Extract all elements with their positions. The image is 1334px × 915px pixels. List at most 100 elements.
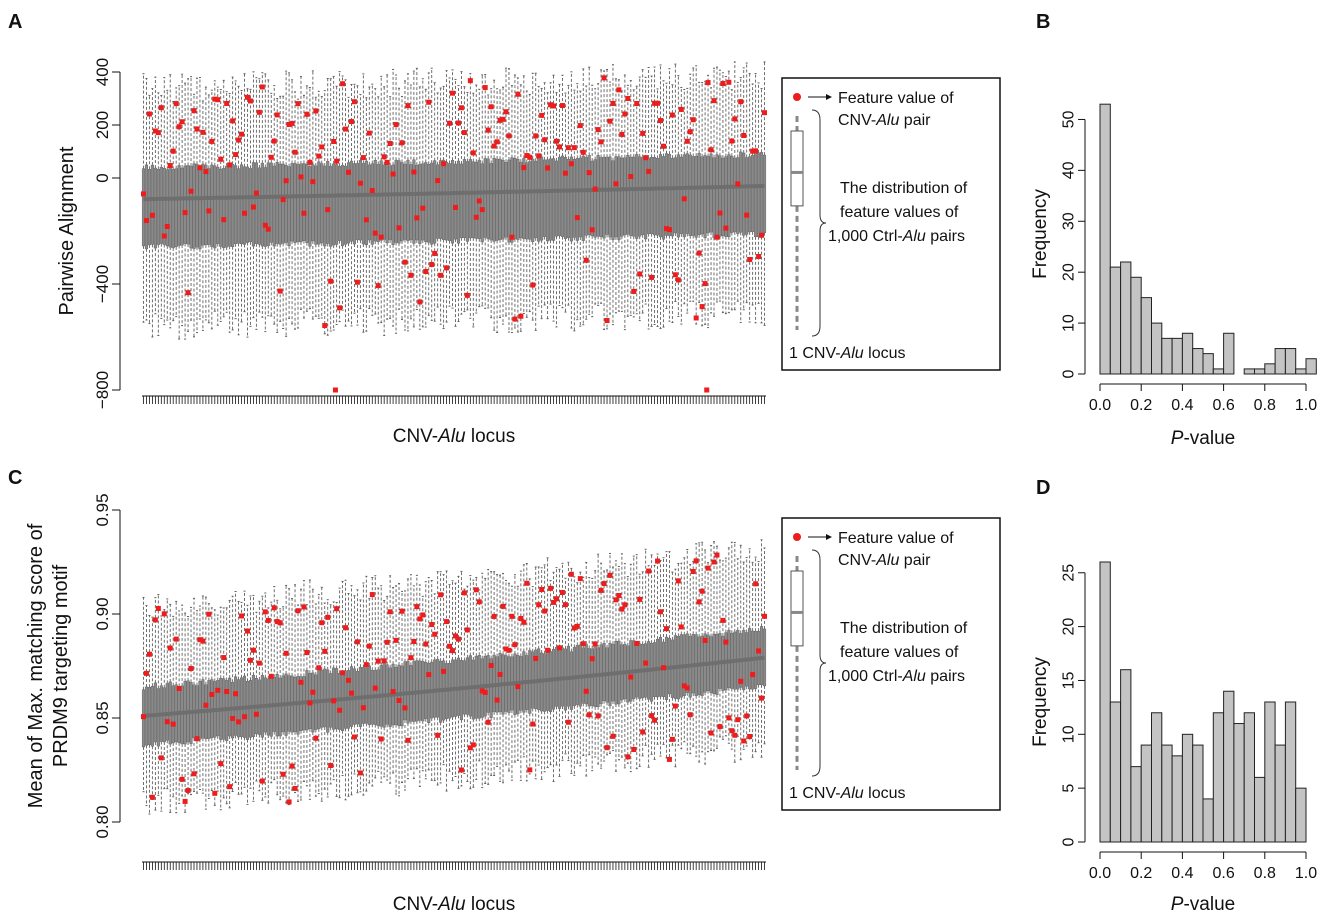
feature-point <box>735 181 741 187</box>
feature-point <box>224 100 230 106</box>
feature-point <box>313 735 319 741</box>
panel-label-d: D <box>1036 477 1050 499</box>
box <box>650 642 654 702</box>
feature-point <box>681 196 687 202</box>
box <box>537 157 541 242</box>
feature-point <box>277 620 283 626</box>
feature-point <box>271 605 277 611</box>
feature-point <box>325 207 331 213</box>
legend-a: Feature value of CNV-Alu pair The distribu… <box>781 77 1001 371</box>
box <box>682 154 686 238</box>
feature-point <box>452 204 458 210</box>
legend-dist-label: 1,000 Ctrl-Alu pairs <box>828 668 965 685</box>
box <box>201 163 205 246</box>
feature-point <box>693 315 699 321</box>
box <box>688 154 692 237</box>
feature-point <box>476 198 482 204</box>
box <box>465 161 469 242</box>
y-axis-label: Pairwise Alignment <box>56 146 78 315</box>
box <box>673 157 677 234</box>
box <box>165 683 169 741</box>
feature-point <box>194 126 200 132</box>
feature-point <box>316 153 322 159</box>
box <box>240 164 244 245</box>
feature-point <box>708 730 714 736</box>
feature-point <box>455 636 461 642</box>
feature-point <box>660 143 666 149</box>
feature-point <box>426 672 432 678</box>
feature-point <box>598 139 604 145</box>
feature-point <box>343 625 349 631</box>
feature-point <box>634 101 640 107</box>
box <box>468 159 472 239</box>
feature-point <box>556 645 562 651</box>
box <box>679 156 683 235</box>
hist-bar <box>1161 744 1173 843</box>
box <box>486 158 490 240</box>
box <box>584 643 588 705</box>
feature-point <box>565 145 571 151</box>
feature-point <box>500 116 506 122</box>
box <box>317 669 321 730</box>
box <box>534 160 538 239</box>
hist-bar <box>1140 744 1152 843</box>
box <box>563 157 567 239</box>
feature-point <box>310 179 316 185</box>
box <box>201 679 205 739</box>
feature-point <box>548 102 554 108</box>
box <box>656 158 660 236</box>
feature-point <box>295 101 301 107</box>
feature-point <box>687 129 693 135</box>
box <box>462 159 466 238</box>
feature-point <box>301 210 307 216</box>
feature-point <box>533 133 539 139</box>
feature-point <box>274 619 280 625</box>
legend-point-label-2: CNV-Alu pair <box>838 112 931 129</box>
y-tick-label: −800 <box>93 371 112 409</box>
feature-point <box>619 606 625 612</box>
feature-point <box>607 118 613 124</box>
box <box>742 152 746 236</box>
box <box>156 169 160 245</box>
legend-dist-label: The distribution of <box>840 620 968 637</box>
feature-point <box>524 153 530 159</box>
box <box>320 163 324 244</box>
box <box>498 652 502 712</box>
x-tick-label: 0.2 <box>1130 397 1152 414</box>
feature-point <box>711 98 717 104</box>
feature-point <box>699 588 705 594</box>
feature-point <box>236 137 242 143</box>
feature-point <box>756 253 762 259</box>
feature-point <box>640 130 646 136</box>
box <box>667 153 671 236</box>
box <box>549 158 553 241</box>
y-axis-label: PRDM9 targeting motif <box>50 564 72 767</box>
feature-point <box>143 218 149 224</box>
box <box>231 164 235 248</box>
box <box>569 651 573 710</box>
feature-point <box>548 585 554 591</box>
hist-bar <box>1295 368 1307 375</box>
hist-bar <box>1284 348 1297 375</box>
y-tick-label: 5 <box>1061 784 1078 793</box>
feature-point <box>702 281 708 287</box>
box <box>379 160 383 241</box>
feature-point <box>652 717 658 723</box>
box <box>213 165 217 249</box>
box <box>189 165 193 249</box>
arrow-head-icon <box>826 94 832 100</box>
legend-footer: 1 CNV-Alu locus <box>789 345 906 362</box>
box <box>614 156 618 238</box>
box <box>308 166 312 247</box>
feature-point <box>470 742 476 748</box>
box <box>433 659 437 718</box>
feature-point <box>250 647 256 653</box>
feature-point <box>610 733 616 739</box>
feature-point <box>256 660 262 666</box>
box <box>427 164 431 243</box>
box <box>186 165 190 245</box>
feature-point <box>149 794 155 800</box>
feature-point <box>301 604 307 610</box>
feature-point <box>161 233 167 239</box>
legend-box-glyph <box>790 570 804 647</box>
